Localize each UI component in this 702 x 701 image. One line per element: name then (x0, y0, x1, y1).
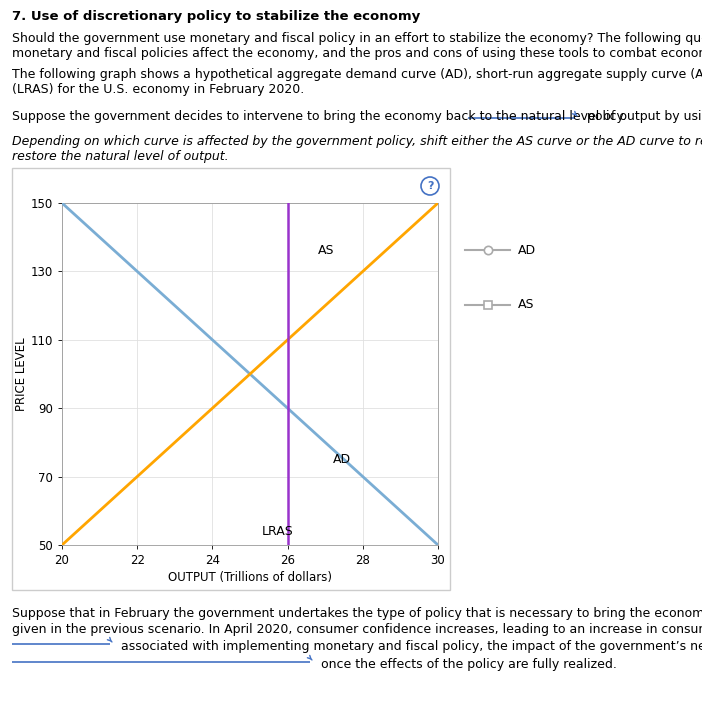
Text: AD: AD (333, 453, 351, 466)
Text: given in the previous scenario. In April 2020, consumer confidence increases, le: given in the previous scenario. In April… (12, 623, 702, 636)
Text: policy.: policy. (583, 110, 626, 123)
Text: Depending on which curve is affected by the government policy, shift either the : Depending on which curve is affected by … (12, 135, 702, 148)
Text: The following graph shows a hypothetical aggregate demand curve (AD), short-run : The following graph shows a hypothetical… (12, 68, 702, 81)
Text: AS: AS (318, 245, 334, 257)
Text: LRAS: LRAS (261, 525, 293, 538)
Text: monetary and fiscal policies affect the economy, and the pros and cons of using : monetary and fiscal policies affect the … (12, 47, 702, 60)
Text: once the effects of the policy are fully realized.: once the effects of the policy are fully… (317, 658, 617, 671)
Text: Should the government use monetary and fiscal policy in an effort to stabilize t: Should the government use monetary and f… (12, 32, 702, 45)
Text: associated with implementing monetary and fiscal policy, the impact of the gover: associated with implementing monetary an… (117, 640, 702, 653)
Text: Suppose the government decides to intervene to bring the economy back to the nat: Suppose the government decides to interv… (12, 110, 702, 123)
Text: restore the natural level of output.: restore the natural level of output. (12, 150, 229, 163)
Text: 7. Use of discretionary policy to stabilize the economy: 7. Use of discretionary policy to stabil… (12, 10, 420, 23)
Bar (12, 168, 450, 590)
X-axis label: OUTPUT (Trillions of dollars): OUTPUT (Trillions of dollars) (168, 571, 332, 584)
Text: (LRAS) for the U.S. economy in February 2020.: (LRAS) for the U.S. economy in February … (12, 83, 304, 96)
Y-axis label: PRICE LEVEL: PRICE LEVEL (15, 337, 28, 411)
Text: AD: AD (518, 243, 536, 257)
Text: AS: AS (518, 299, 534, 311)
Text: ?: ? (427, 181, 433, 191)
Text: Suppose that in February the government undertakes the type of policy that is ne: Suppose that in February the government … (12, 607, 702, 620)
